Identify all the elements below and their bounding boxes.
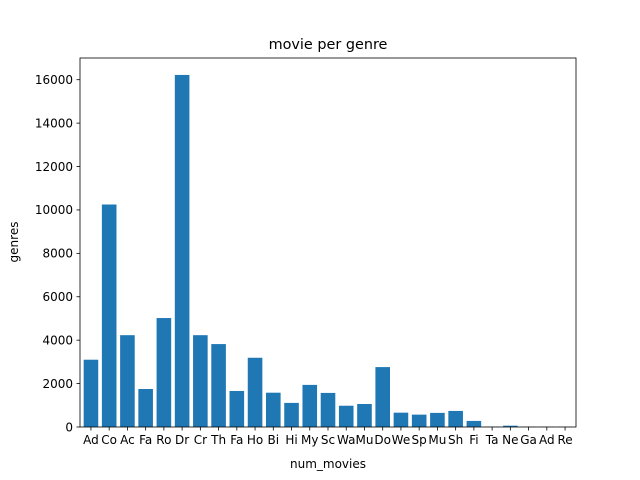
x-tick-label-1: Co [101,433,117,447]
bar-3 [138,389,153,427]
bars [83,74,573,428]
y-tick-label-0: 0 [65,420,73,434]
x-axis-ticks: Ad Co Ac Fa Ro Dr Cr Th Fa Ho Bi Hi My Sc Wa Mu Do We Sp Mu… [83,427,573,447]
x-tick-label-4: Ro [156,433,171,447]
y-axis-ticks: 0 2000 4000 6000 8000 10000 12000 14000 16000 [35,73,80,434]
plot-frame [79,57,577,428]
bar-7 [211,344,226,427]
x-tick-label-18: Sp [412,433,427,447]
y-tick-label-3: 6000 [42,290,73,304]
y-axis-label: genres [7,222,21,263]
y-tick-label-2: 4000 [42,333,73,347]
x-tick-label-0: Ad [83,433,99,447]
bar-12 [302,384,318,427]
x-tick-label-22: Ta [485,433,499,447]
x-tick-label-3: Fa [139,433,152,447]
y-tick-label-5: 10000 [35,203,73,217]
x-tick-label-7: Th [210,433,226,447]
bar-5 [174,74,190,428]
bar-0 [83,359,99,427]
bar-11 [284,402,299,427]
x-tick-label-10: Bi [268,433,280,447]
bar-4 [156,318,172,427]
x-tick-label-14: Wa [337,433,355,447]
x-tick-label-17: We [392,433,411,447]
chart-title: movie per genre [269,37,388,53]
bar-19 [430,412,445,427]
x-tick-label-24: Ga [520,433,537,447]
y-tick-label-7: 14000 [35,116,73,130]
x-axis-label: num_movies [290,457,366,471]
x-tick-label-9: Ho [247,433,263,447]
x-tick-label-12: My [301,433,318,447]
bar-17 [393,412,409,427]
bar-1 [101,204,117,427]
y-tick-label-8: 16000 [35,73,73,87]
x-tick-label-2: Ac [120,433,135,447]
bar-13 [320,392,336,427]
bar-8 [229,390,245,427]
x-tick-label-20: Sh [448,433,463,447]
x-tick-label-19: Mu [428,433,446,447]
x-tick-label-11: Hi [285,433,297,447]
x-tick-label-5: Dr [175,433,189,447]
bar-16 [375,367,390,427]
x-tick-label-8: Fa [230,433,243,447]
bar-10 [266,392,281,427]
bar-9 [247,357,263,427]
bar-6 [193,335,208,427]
x-tick-label-16: Do [374,433,391,447]
x-tick-label-23: Ne [502,433,518,447]
x-tick-label-25: Ad [539,433,555,447]
bar-18 [411,414,427,427]
bar-14 [338,405,354,427]
x-tick-label-13: Sc [321,433,335,447]
x-tick-label-21: Fi [469,433,478,447]
x-tick-label-6: Cr [194,433,207,447]
bar-2 [120,335,135,427]
bar-21 [466,420,482,427]
y-tick-label-1: 2000 [42,377,73,391]
y-tick-label-4: 8000 [42,247,73,261]
bar-20 [448,410,463,427]
bar-23 [503,425,518,427]
x-tick-label-26: Re [557,433,572,447]
y-tick-label-6: 12000 [35,160,73,174]
bar-15 [357,403,372,427]
x-tick-label-15: Mu [355,433,373,447]
